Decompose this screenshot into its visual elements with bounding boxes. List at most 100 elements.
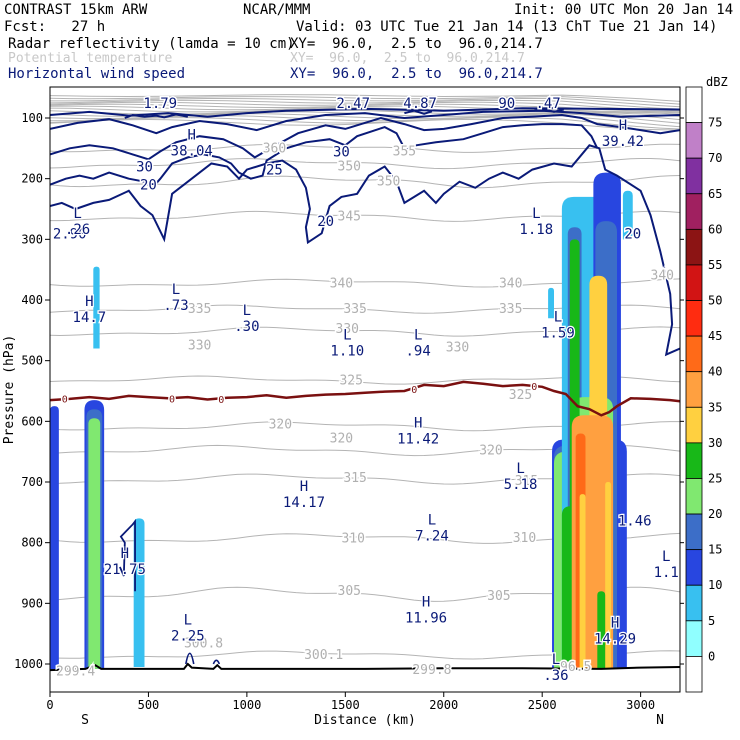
high-low-mark: L: [243, 303, 251, 319]
field1-name: Radar reflectivity (lamda = 10 cm): [8, 36, 295, 52]
colorbar-level: 40: [708, 365, 722, 379]
wind-contour: [534, 107, 565, 113]
high-low-value: 2.25: [171, 629, 205, 645]
y-tick-label: 100: [21, 111, 43, 125]
theta-label: 335: [343, 302, 366, 317]
reflectivity-cell: [88, 418, 101, 669]
high-low-mark: L: [516, 461, 524, 477]
reflectivity-cell: [93, 266, 100, 349]
colorbar-level: 50: [708, 294, 722, 308]
colorbar-level: 20: [708, 507, 722, 521]
colorbar-box: [685, 478, 703, 515]
wind-contour: [50, 109, 680, 135]
high-low-value: .94: [406, 343, 431, 359]
high-low-mark: L: [73, 206, 81, 222]
high-low-mark: H: [414, 415, 422, 431]
colorbar-box: [685, 228, 703, 266]
forecast-hour: Fcst: 27 h: [4, 19, 106, 35]
theta-label: 315: [343, 471, 366, 486]
wind-contour: [119, 518, 136, 592]
theta-label: 300.8: [184, 636, 223, 651]
high-low-value: .36: [543, 668, 568, 684]
freezing-level-labels: 0 0 0 0 0: [60, 381, 539, 408]
x-tick-label: 500: [138, 698, 160, 712]
high-low-value: .73: [163, 298, 188, 314]
colorbar-level: 55: [708, 258, 722, 272]
field1-xy: XY= 96.0, 2.5 to 96.0,214.7: [290, 36, 543, 52]
high-low-mark: H: [85, 294, 93, 310]
high-low-value: 38.04: [171, 143, 213, 159]
colorbar-box: [685, 442, 703, 479]
high-low-mark: L: [343, 327, 351, 343]
plot-frame: [49, 86, 681, 693]
colorbar-level: 15: [708, 543, 722, 557]
wind-speed-label: 20: [140, 178, 157, 194]
colorbar-level: 60: [708, 222, 722, 236]
wind-speed-label: 4.87: [403, 96, 437, 112]
theta-line: [50, 143, 680, 153]
colorbar-level: 30: [708, 436, 722, 450]
wind-speed-label: 2.47: [336, 96, 370, 112]
high-low-mark: L: [428, 513, 436, 529]
colorbar-box: [685, 584, 703, 622]
colorbar-box: [685, 122, 703, 159]
y-axis-label: Pressure (hPa): [2, 335, 17, 445]
high-low-mark: L: [662, 549, 670, 565]
terrain-line: [50, 662, 680, 672]
colorbar-box: [685, 335, 703, 373]
wind-speed-label: 90: [498, 96, 515, 112]
wind-speed-label: 30: [333, 144, 350, 160]
theta-label: 310: [513, 531, 536, 546]
wind-contour: [404, 109, 433, 115]
wind-contour: [50, 144, 680, 357]
reflectivity-cell: [622, 190, 633, 240]
theta-label: 335: [188, 302, 211, 317]
reflectivity-cell: [133, 518, 145, 668]
x-axis-label: Distance (km): [314, 713, 416, 728]
theta-labels: 360 355 350 350 345 340 340 340 335 335 335 330 330 3…: [55, 140, 676, 681]
colorbar-level: 70: [708, 151, 722, 165]
theta-label: 320: [269, 417, 292, 432]
contour-labels: 0 0 0 0 0 360 355 350 350 345 340 340 340 335 335 335 33…: [51, 94, 680, 685]
freezing-label: 0: [169, 394, 175, 405]
high-low-value: 14.17: [283, 495, 325, 511]
y-tick-label: 900: [21, 596, 43, 610]
reflectivity-fill: [50, 172, 633, 671]
y-tick-label: 400: [21, 293, 43, 307]
freezing-level-line: [50, 380, 680, 417]
wind-speed-label: 20: [624, 226, 641, 242]
high-low-mark: H: [121, 546, 129, 562]
colorbar-level: 10: [708, 578, 722, 592]
high-low-value: 11.42: [397, 431, 439, 447]
high-low-mark: L: [552, 652, 560, 668]
colorbar-level: 35: [708, 400, 722, 414]
reflectivity-cell: [579, 494, 586, 669]
theta-label: 300.1: [304, 648, 343, 663]
theta-label: 315: [515, 474, 538, 489]
theta-label: 340: [499, 277, 522, 292]
colorbar-box: [685, 157, 703, 195]
field2-name: Potential temperature: [8, 51, 173, 66]
theta-label: 325: [339, 374, 362, 389]
wind-speed-contours: [50, 107, 680, 665]
field3-name: Horizontal wind speed: [8, 66, 186, 82]
theta-label: 335: [499, 302, 522, 317]
high-low-value: 1.10: [330, 343, 364, 359]
high-low-value: 14.29: [594, 632, 636, 648]
wind-speed-label: 20: [317, 214, 334, 230]
reflectivity-cell: [548, 287, 554, 319]
y-tick-label: 200: [21, 172, 43, 186]
reflectivity-cell: [597, 591, 606, 669]
colorbar-box: [685, 300, 703, 337]
high-low-value: 5.18: [504, 477, 538, 493]
theta-label: 305: [487, 589, 510, 604]
high-low-mark: H: [300, 479, 308, 495]
theta-line: [50, 96, 680, 105]
theta-label: 340: [651, 269, 674, 284]
theta-label: 96.5: [560, 660, 591, 675]
y-tick-label: 600: [21, 414, 43, 428]
colorbar-box: [685, 264, 703, 301]
